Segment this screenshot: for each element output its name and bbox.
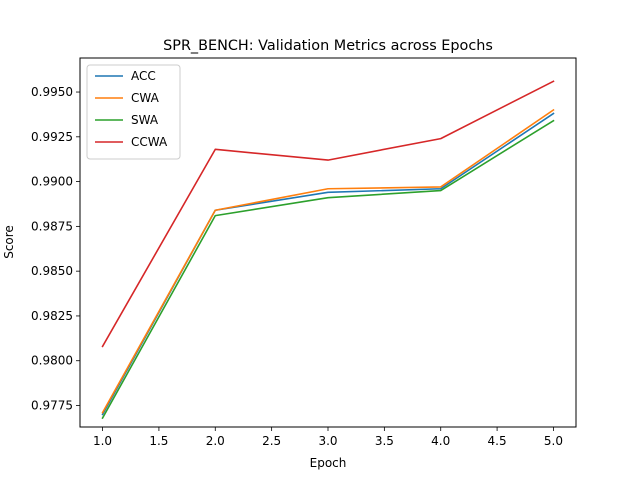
x-tick-label: 2.5 [262, 434, 281, 448]
x-tick-label: 1.5 [149, 434, 168, 448]
legend-label: CWA [131, 91, 160, 105]
y-tick-label: 0.9825 [31, 309, 73, 323]
x-tick-label: 4.5 [488, 434, 507, 448]
x-tick-label: 5.0 [544, 434, 563, 448]
series-line-ccwa [101, 80, 555, 348]
legend-label: ACC [131, 69, 156, 83]
y-tick-label: 0.9800 [31, 354, 73, 368]
x-axis: 1.0 1.5 2.0 2.5 3.0 3.5 4.0 4.5 5.0 [93, 427, 563, 448]
y-tick-label: 0.9875 [31, 219, 73, 233]
x-tick-label: 3.5 [375, 434, 394, 448]
y-tick-label: 0.9925 [31, 130, 73, 144]
y-tick-label: 0.9900 [31, 175, 73, 189]
legend-label: SWA [131, 113, 159, 127]
series-line-cwa [101, 108, 555, 414]
y-tick-label: 0.9775 [31, 399, 73, 413]
y-tick-label: 0.9850 [31, 264, 73, 278]
x-tick-label: 3.0 [318, 434, 337, 448]
legend: ACC CWA SWA CCWA [86, 64, 181, 160]
chart-title: SPR_BENCH: Validation Metrics across Epo… [163, 38, 493, 54]
series-layer [101, 80, 555, 420]
x-tick-label: 2.0 [206, 434, 225, 448]
x-tick-label: 4.0 [431, 434, 450, 448]
series-line-swa [101, 119, 555, 420]
legend-box [86, 64, 181, 160]
y-axis-label: Score [2, 225, 16, 259]
y-axis: 0.9775 0.9800 0.9825 0.9850 0.9875 0.9900 0.99… [31, 85, 80, 413]
x-tick-label: 1.0 [93, 434, 112, 448]
x-axis-label: Epoch [310, 456, 347, 470]
legend-label: CCWA [131, 135, 168, 149]
y-tick-label: 0.9950 [31, 85, 73, 99]
